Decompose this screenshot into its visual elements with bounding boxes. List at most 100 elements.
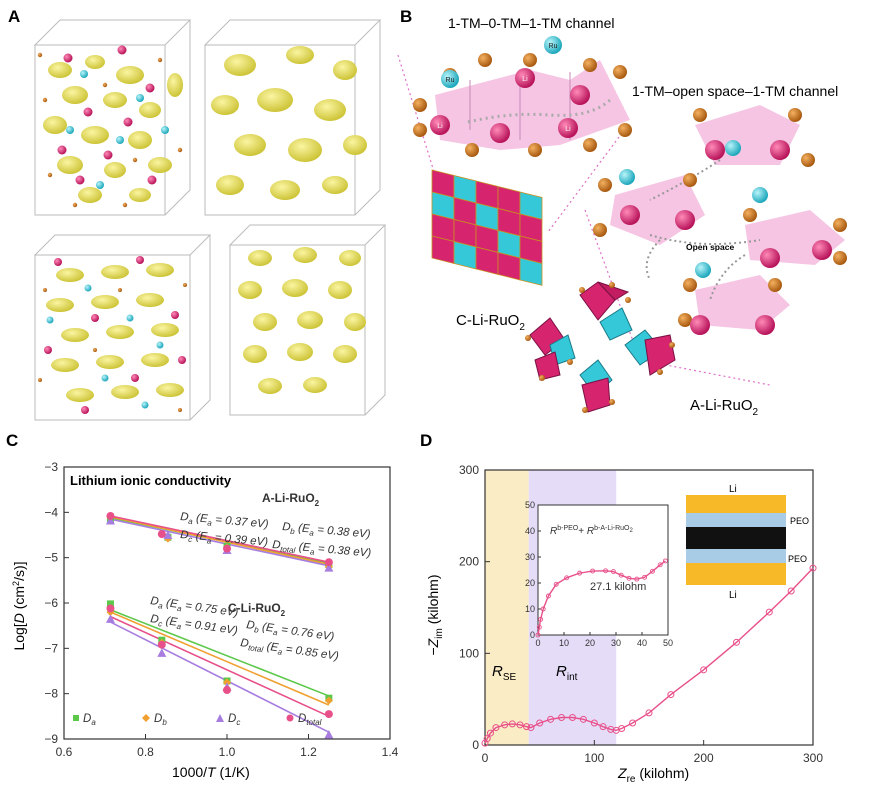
inset-x-tick-label: 40 xyxy=(637,638,647,648)
inset-point xyxy=(540,606,546,612)
chart-c-annotation-a: A-Li-RuO2 Da (Ea = 0.37 eV) Dc (Ea = 0.3… xyxy=(180,491,372,562)
x-tick-label: 1.2 xyxy=(300,745,317,759)
y-tick-label: 200 xyxy=(459,555,479,569)
fit-line xyxy=(110,611,330,706)
chart-c-legend: Da Db Dc Dtotal xyxy=(73,713,322,727)
legend-dtotal: Dtotal xyxy=(298,713,322,727)
y-tick-label: −3 xyxy=(44,460,58,474)
nyquist-point xyxy=(809,564,817,572)
inset-ticks: 0 10 20 30 40 50 0 10 20 30 40 50 xyxy=(525,500,673,648)
inset-x-tick-label: 10 xyxy=(559,638,569,648)
y-tick-label: 100 xyxy=(459,646,479,660)
layer-li-bottom xyxy=(686,563,786,585)
inset-point xyxy=(642,574,648,580)
ru-atoms xyxy=(441,36,562,88)
nyquist-point xyxy=(558,714,566,721)
label-a-li-ruo2: A-Li-RuO2 xyxy=(690,397,759,418)
data-point xyxy=(223,544,231,553)
legend-marker-dtotal xyxy=(286,714,294,722)
panel-a-letter: A xyxy=(8,7,20,26)
data-point xyxy=(157,648,167,657)
nyquist-point xyxy=(787,587,795,595)
cell-label-peo-2: PEO xyxy=(788,554,807,564)
y-tick-label: −8 xyxy=(44,687,58,701)
li-label-2: Li xyxy=(522,76,528,83)
inset-y-tick-label: 0 xyxy=(530,630,535,640)
legend-marker-db xyxy=(142,714,150,722)
nyquist-point xyxy=(765,608,773,616)
inset-point xyxy=(634,576,640,582)
y-tick-label: −7 xyxy=(44,641,58,655)
nyquist-point xyxy=(629,719,637,727)
box-a-top-right xyxy=(203,19,382,216)
li-label-1: Li xyxy=(437,123,443,130)
chart-d-ylabel: −Zim (kilohm) xyxy=(425,575,445,656)
legend-db: Db xyxy=(154,713,167,727)
inset-series xyxy=(535,558,668,638)
legend-marker-da xyxy=(73,715,79,721)
fit-line xyxy=(110,518,330,567)
nyquist-point xyxy=(579,715,587,723)
inset-annotation: 27.1 kilohm xyxy=(590,581,646,593)
panel-d-letter: D xyxy=(420,431,432,450)
data-point xyxy=(106,600,114,608)
nyquist-point xyxy=(700,666,708,674)
li-label-3: Li xyxy=(565,126,571,133)
x-tick-label: 0 xyxy=(482,751,489,765)
box-a-bottom-left xyxy=(33,234,212,421)
data-point xyxy=(157,530,166,539)
inset-point xyxy=(536,624,542,630)
data-point xyxy=(324,563,334,572)
chart-c-annotation-c: C-Li-RuO2 Da (Ea = 0.75 eV) Dc (Ea = 0.9… xyxy=(150,595,340,663)
c-li-ruo2-crystal: C-Li-RuO2 xyxy=(431,169,543,333)
nyquist-point xyxy=(492,724,500,732)
panel-a: A xyxy=(8,7,387,421)
data-point xyxy=(324,558,333,567)
chart-d-frame xyxy=(484,469,814,746)
fit-line xyxy=(110,516,330,566)
x-tick-label: 1.4 xyxy=(382,745,399,759)
nyquist-point xyxy=(732,638,740,646)
x-tick-label: 300 xyxy=(803,751,823,765)
cell-label-top: Li xyxy=(729,484,737,495)
legend-da: Da xyxy=(83,713,96,727)
inset-y-tick-label: 10 xyxy=(525,604,535,614)
fit-line xyxy=(110,615,330,718)
data-point xyxy=(157,640,166,649)
cell-label-peo-1: PEO xyxy=(790,516,809,526)
nyquist-point xyxy=(486,729,494,737)
group-label-c: C-Li-RuO2 xyxy=(228,601,286,618)
data-point xyxy=(223,686,231,695)
cell-label-bottom: Li xyxy=(729,590,737,601)
nyquist-point xyxy=(645,709,653,717)
inset-label: Rb-PEO+ Rb-A-Li-RuO2 xyxy=(550,525,634,537)
chart-c-fit-lines xyxy=(110,515,330,733)
chart-c-points xyxy=(105,511,334,739)
svg-text:Dtotal (Ea = 0.38 eV): Dtotal (Ea = 0.38 eV) xyxy=(272,539,372,562)
layer-electrolyte xyxy=(686,527,786,549)
li-atoms xyxy=(430,68,590,143)
cell-schematic: Li PEO PEO Li xyxy=(686,484,809,601)
inset-point xyxy=(610,569,616,575)
chart-c-ticks: 0.6 0.8 1.0 1.2 1.4 −3 −4 −5 −6 −7 −8 −9 xyxy=(44,460,398,759)
nyquist-point xyxy=(508,720,516,728)
inset-x-tick-label: 50 xyxy=(663,638,673,648)
legend-marker-dc xyxy=(216,714,224,722)
data-point xyxy=(223,678,231,687)
nyquist-point xyxy=(618,725,626,732)
fit-line xyxy=(110,621,330,733)
fit-line xyxy=(110,515,330,563)
nyquist-point xyxy=(516,721,524,729)
y-tick-label: 300 xyxy=(459,463,479,477)
data-point xyxy=(324,696,333,705)
box-a-bottom-right xyxy=(228,224,387,416)
region-band xyxy=(485,470,529,745)
nyquist-point xyxy=(483,735,491,743)
panel-b-letter: B xyxy=(400,7,412,26)
atoms xyxy=(37,45,183,208)
a-li-ruo2-polyhedra: A-Li-RuO2 xyxy=(525,281,759,418)
layer-peo-top xyxy=(686,513,786,527)
nyquist-point xyxy=(599,723,607,731)
